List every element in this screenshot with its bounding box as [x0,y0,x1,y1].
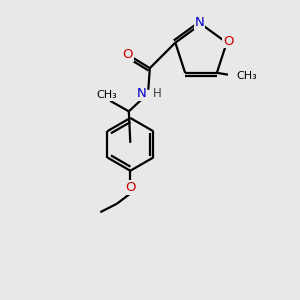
Text: H: H [153,87,162,100]
Text: N: N [137,87,147,100]
Text: CH₃: CH₃ [236,71,257,81]
Text: O: O [223,35,233,48]
Text: N: N [195,16,204,29]
Text: CH₃: CH₃ [96,91,117,100]
Text: O: O [122,48,133,61]
Text: O: O [125,181,136,194]
